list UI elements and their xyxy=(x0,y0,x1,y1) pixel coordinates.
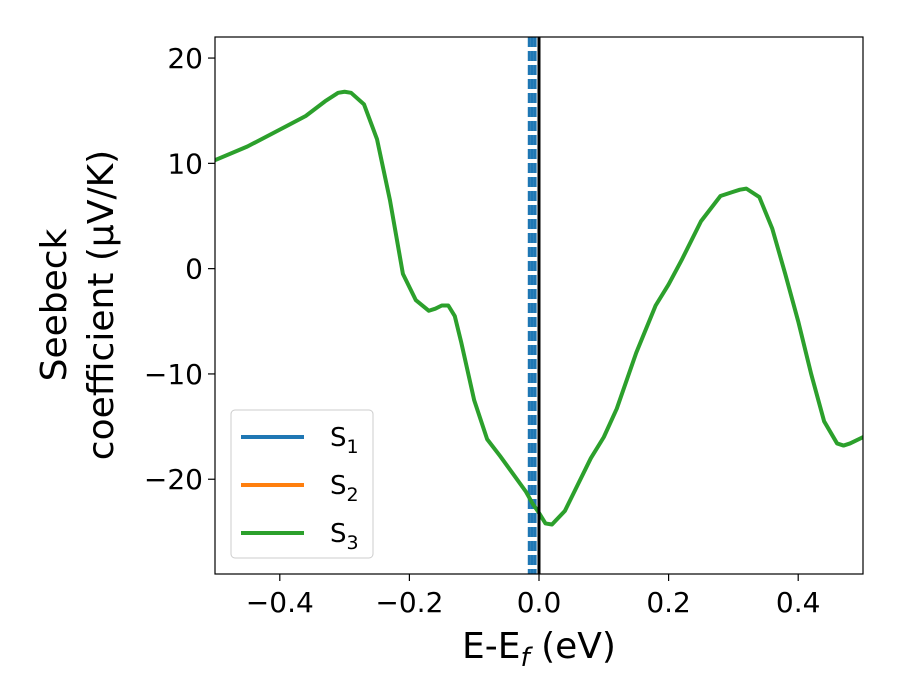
x-tick-label: −0.4 xyxy=(246,586,314,619)
y-tick-label: 0 xyxy=(185,253,203,286)
legend-label-s3: S3 xyxy=(330,519,359,554)
y-tick-label: 10 xyxy=(167,147,203,180)
plot-area xyxy=(215,37,863,574)
y-axis-title-line1: Seebeck xyxy=(34,228,75,381)
y-tick-label: −10 xyxy=(144,358,203,391)
legend-label-s2: S2 xyxy=(330,471,359,506)
legend-label-s1: S1 xyxy=(330,423,359,458)
x-tick-label: 0.4 xyxy=(776,586,821,619)
series-line-s3 xyxy=(215,89,863,527)
y-tick-label: 20 xyxy=(167,42,203,75)
legend: S1 S2 S3 xyxy=(230,409,374,559)
x-tick-label: 0.2 xyxy=(646,586,691,619)
x-tick-label: 0.0 xyxy=(517,586,562,619)
axis-ticks: −0.4 −0.2 0.0 0.2 0.4 −20 −10 0 10 20 xyxy=(144,42,821,619)
y-axis-title: Seebeck coefficient (μV/K) xyxy=(34,150,122,460)
y-axis-title-line2: coefficient (μV/K) xyxy=(81,150,122,460)
x-tick-label: −0.2 xyxy=(375,586,443,619)
x-axis-title: E-Ef (eV) xyxy=(462,626,616,673)
y-tick-label: −20 xyxy=(144,463,203,496)
